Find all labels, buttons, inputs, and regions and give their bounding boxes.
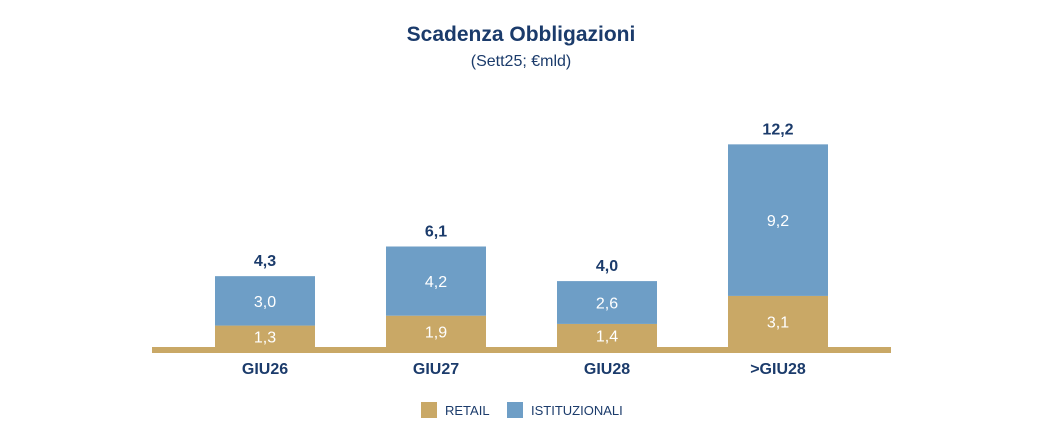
x-axis-baseline [152, 347, 891, 353]
bar-istituzionali-gt-giu28 [728, 144, 828, 296]
segment-label: 3,0 [254, 294, 276, 311]
category-label: GIU26 [242, 361, 288, 378]
bar-retail-giu27 [386, 315, 486, 347]
segment-label: 2,6 [596, 296, 618, 313]
bar-retail-giu26 [215, 325, 315, 347]
bar-retail-gt-giu28 [728, 295, 828, 347]
legend-swatch-retail [421, 402, 437, 418]
category-label: GIU27 [413, 361, 459, 378]
legend-swatch-istituzionali [507, 402, 523, 418]
legend: RETAIL ISTITUZIONALI [421, 402, 623, 418]
segment-label: 1,4 [596, 328, 618, 345]
bar-istituzionali-giu26 [215, 276, 315, 326]
total-label: 4,0 [596, 258, 618, 275]
segment-label: 1,3 [254, 329, 276, 346]
bar-retail-giu28 [557, 323, 657, 347]
bars-group: 1,3 3,0 4,3 1,9 4,2 6,1 1,4 2,6 4,0 3,1 9,2 12,2 [215, 121, 828, 347]
segment-label: 4,2 [425, 274, 447, 291]
category-label: >GIU28 [750, 361, 806, 378]
category-label: GIU28 [584, 361, 630, 378]
segment-label: 3,1 [767, 314, 789, 331]
chart-subtitle: (Sett25; €mld) [471, 53, 571, 70]
legend-label-retail: RETAIL [445, 403, 490, 418]
total-label: 6,1 [425, 224, 447, 241]
bar-istituzionali-giu28 [557, 281, 657, 324]
total-label: 4,3 [254, 253, 276, 270]
segment-label: 9,2 [767, 213, 789, 230]
bar-istituzionali-giu27 [386, 246, 486, 316]
chart-title: Scadenza Obbligazioni [407, 23, 636, 46]
segment-label: 1,9 [425, 324, 447, 341]
category-labels-group: GIU26 GIU27 GIU28 >GIU28 [242, 361, 806, 378]
total-label: 12,2 [762, 121, 793, 138]
legend-label-istituzionali: ISTITUZIONALI [531, 403, 623, 418]
